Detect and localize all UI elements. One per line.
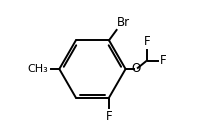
Text: O: O <box>131 63 141 75</box>
Text: Br: Br <box>117 16 130 29</box>
Text: F: F <box>160 54 166 67</box>
Text: F: F <box>144 35 150 48</box>
Text: CH₃: CH₃ <box>27 64 48 74</box>
Text: F: F <box>106 110 112 123</box>
